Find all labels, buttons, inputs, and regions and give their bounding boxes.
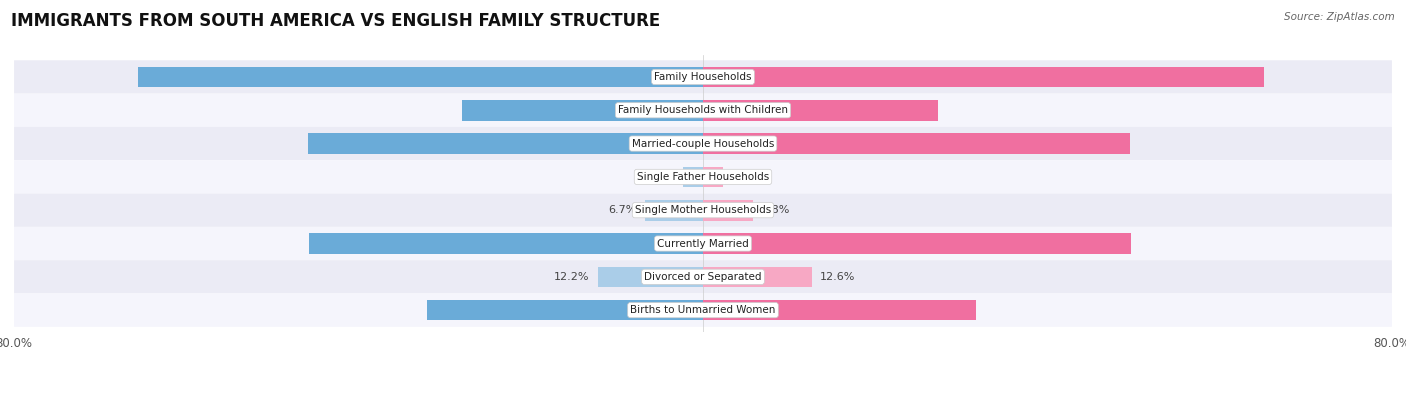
Text: Births to Unmarried Women: Births to Unmarried Women	[630, 305, 776, 315]
Text: 2.3%: 2.3%	[731, 172, 759, 182]
FancyBboxPatch shape	[14, 293, 1392, 327]
Text: 45.9%: 45.9%	[690, 139, 728, 149]
Bar	[309, 233, 703, 254]
Text: Family Households with Children: Family Households with Children	[619, 105, 787, 115]
Bar	[703, 167, 723, 187]
Text: Source: ZipAtlas.com: Source: ZipAtlas.com	[1284, 12, 1395, 22]
Text: 12.6%: 12.6%	[820, 272, 855, 282]
Bar	[703, 233, 1130, 254]
Text: Divorced or Separated: Divorced or Separated	[644, 272, 762, 282]
Text: Currently Married: Currently Married	[657, 239, 749, 248]
Text: IMMIGRANTS FROM SOUTH AMERICA VS ENGLISH FAMILY STRUCTURE: IMMIGRANTS FROM SOUTH AMERICA VS ENGLISH…	[11, 12, 661, 30]
Bar	[598, 267, 703, 287]
Text: 49.7%: 49.7%	[678, 239, 716, 248]
Bar	[703, 67, 1264, 87]
Bar	[703, 300, 976, 320]
Text: Single Mother Households: Single Mother Households	[636, 205, 770, 215]
Bar	[703, 267, 811, 287]
Bar	[703, 100, 938, 120]
Text: 49.6%: 49.6%	[676, 139, 716, 149]
Text: 2.3%: 2.3%	[647, 172, 675, 182]
Bar	[427, 300, 703, 320]
Bar	[138, 67, 703, 87]
Text: Married-couple Households: Married-couple Households	[631, 139, 775, 149]
Bar	[308, 133, 703, 154]
Text: 5.8%: 5.8%	[762, 205, 790, 215]
FancyBboxPatch shape	[14, 194, 1392, 227]
Text: 27.3%: 27.3%	[678, 105, 716, 115]
FancyBboxPatch shape	[14, 227, 1392, 260]
Bar	[645, 200, 703, 220]
Bar	[703, 200, 754, 220]
FancyBboxPatch shape	[14, 160, 1392, 194]
FancyBboxPatch shape	[14, 260, 1392, 293]
FancyBboxPatch shape	[14, 60, 1392, 94]
Text: 6.7%: 6.7%	[609, 205, 637, 215]
Text: Single Father Households: Single Father Households	[637, 172, 769, 182]
FancyBboxPatch shape	[14, 94, 1392, 127]
Text: 45.7%: 45.7%	[690, 239, 728, 248]
Text: 65.1%: 65.1%	[678, 72, 716, 82]
Text: 32.0%: 32.0%	[690, 305, 728, 315]
Text: 12.2%: 12.2%	[554, 272, 589, 282]
Text: 28.0%: 28.0%	[690, 105, 728, 115]
Text: 65.6%: 65.6%	[690, 72, 728, 82]
Bar	[461, 100, 703, 120]
Bar	[703, 133, 1130, 154]
Text: Family Households: Family Households	[654, 72, 752, 82]
Bar	[683, 167, 703, 187]
Text: 31.7%: 31.7%	[678, 305, 716, 315]
FancyBboxPatch shape	[14, 127, 1392, 160]
